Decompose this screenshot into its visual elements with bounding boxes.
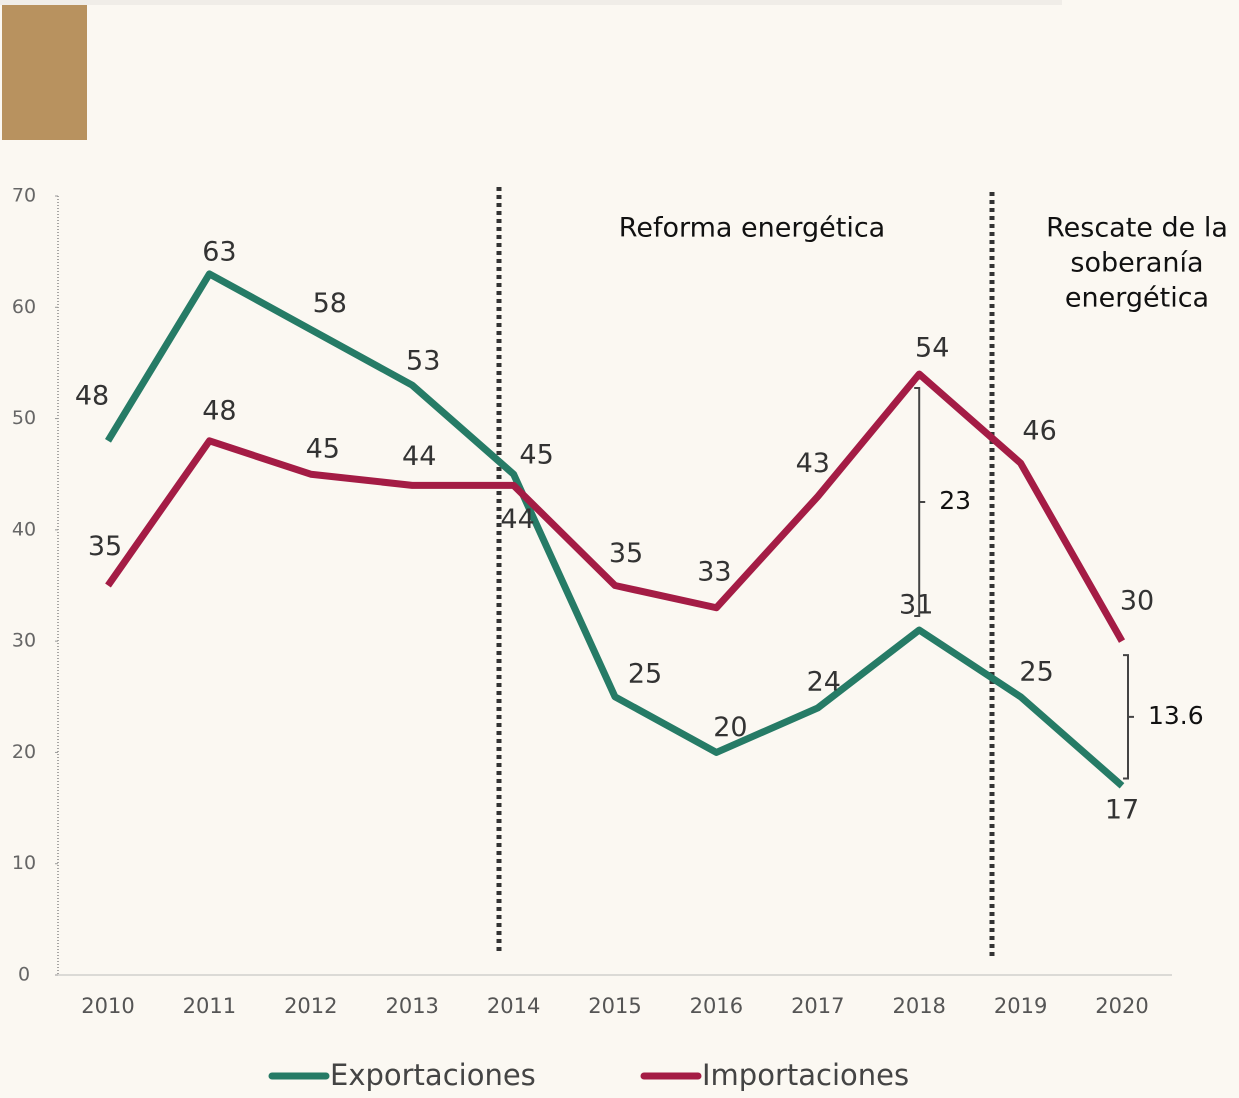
data-label: 44 xyxy=(500,504,534,535)
x-tick-label: 2015 xyxy=(588,994,641,1018)
data-label: 20 xyxy=(713,712,747,743)
x-tick-label: 2013 xyxy=(385,994,438,1018)
y-tick-label: 30 xyxy=(12,630,36,652)
annotation: Rescate de la xyxy=(1046,213,1228,244)
y-tick-label: 70 xyxy=(12,185,36,207)
annotation: soberanía xyxy=(1070,248,1203,279)
y-tick-label: 20 xyxy=(12,741,36,763)
data-label: 45 xyxy=(519,440,553,471)
data-label: 44 xyxy=(402,441,436,472)
x-tick-label: 2011 xyxy=(183,994,236,1018)
data-label: 35 xyxy=(609,538,643,569)
data-label: 30 xyxy=(1120,586,1154,617)
data-label: 58 xyxy=(313,288,347,319)
gap-label: 23 xyxy=(939,486,971,515)
gap-label: 13.6 xyxy=(1148,701,1204,730)
chart: Reforma energética Rescate de la soberan… xyxy=(0,0,1239,1094)
data-label: 33 xyxy=(697,556,731,587)
data-label: 45 xyxy=(306,434,340,465)
x-tick-label: 2016 xyxy=(690,994,743,1018)
data-label: 54 xyxy=(915,333,949,364)
y-tick-label: 0 xyxy=(18,964,30,986)
y-tick-label: 60 xyxy=(12,296,36,318)
x-tick-label: 2014 xyxy=(487,994,540,1018)
data-label: 43 xyxy=(796,448,830,479)
legend-label: Importaciones xyxy=(702,1058,909,1092)
data-label: 46 xyxy=(1022,416,1056,447)
data-label: 48 xyxy=(75,380,109,411)
x-tick-label: 2017 xyxy=(791,994,844,1018)
x-tick-label: 2012 xyxy=(284,994,337,1018)
x-tick-label: 2018 xyxy=(892,994,945,1018)
data-label: 24 xyxy=(807,666,841,697)
y-tick-label: 10 xyxy=(12,852,36,874)
legend-label: Exportaciones xyxy=(330,1058,536,1092)
data-label: 48 xyxy=(202,395,236,426)
gold-block xyxy=(2,5,87,140)
x-tick-label: 2020 xyxy=(1095,994,1148,1018)
x-tick-label: 2010 xyxy=(81,994,134,1018)
page: Reforma energética Rescate de la soberan… xyxy=(0,0,1239,1094)
data-label: 53 xyxy=(406,346,440,377)
data-label: 25 xyxy=(1019,656,1053,687)
annotation: energética xyxy=(1065,283,1209,314)
data-label: 25 xyxy=(628,658,662,689)
data-label: 17 xyxy=(1105,794,1139,825)
data-label: 63 xyxy=(202,236,236,267)
data-label: 35 xyxy=(88,531,122,562)
top-band xyxy=(0,0,1062,5)
x-tick-label: 2019 xyxy=(994,994,1047,1018)
annotation: Reforma energética xyxy=(619,213,885,244)
y-tick-label: 40 xyxy=(12,518,36,540)
y-tick-label: 50 xyxy=(12,407,36,429)
